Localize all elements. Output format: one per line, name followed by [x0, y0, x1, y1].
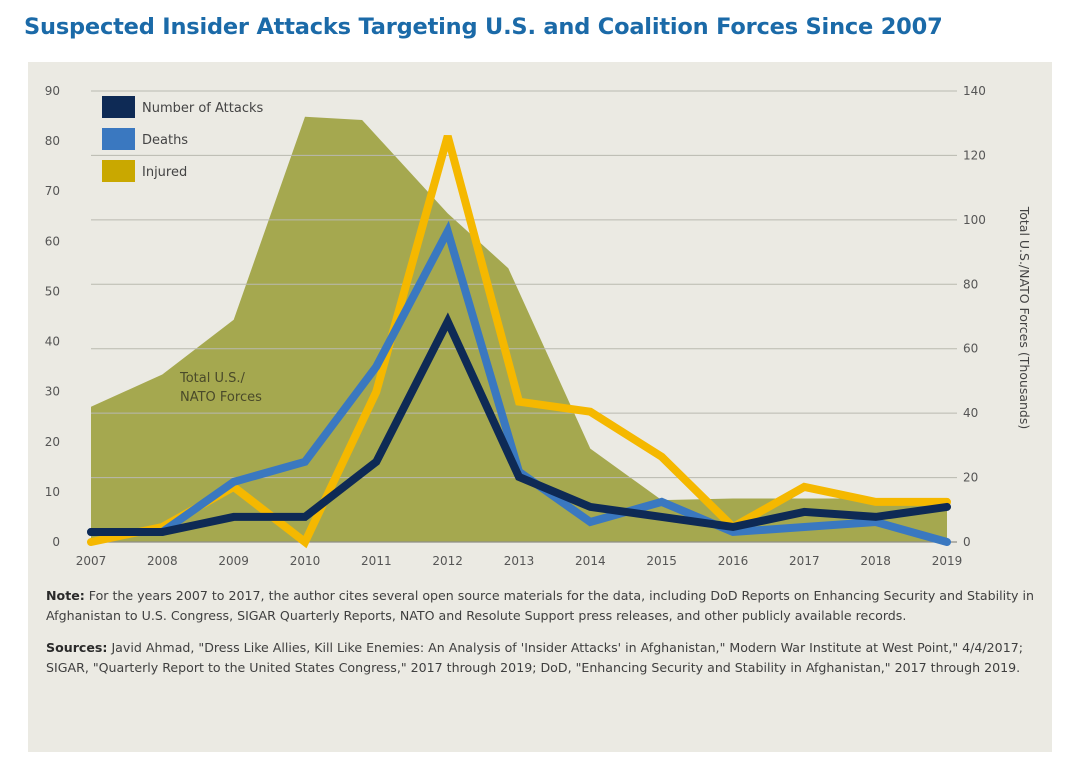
x-tick-label: 2009 [218, 554, 249, 568]
y2-tick-label: 80 [963, 277, 978, 291]
y2-tick-label: 100 [963, 213, 986, 227]
x-tick-label: 2014 [575, 554, 606, 568]
sources-text: Javid Ahmad, "Dress Like Allies, Kill Li… [46, 640, 1023, 675]
area-label-line: Total U.S./ [179, 371, 246, 386]
note-label: Note: [46, 588, 85, 603]
area-label-line: NATO Forces [180, 390, 262, 405]
chart-title: Suspected Insider Attacks Targeting U.S.… [24, 14, 943, 40]
note-paragraph: Note: For the years 2007 to 2017, the au… [46, 586, 1036, 626]
y-tick-label: 10 [45, 485, 60, 499]
x-tick-label: 2008 [147, 554, 178, 568]
legend-swatch [102, 96, 135, 118]
y-tick-label: 40 [45, 335, 60, 349]
legend-swatch [102, 160, 135, 182]
legend-label: Number of Attacks [142, 101, 264, 116]
y-tick-label: 30 [45, 385, 60, 399]
x-tick-label: 2010 [290, 554, 321, 568]
y2-tick-label: 40 [963, 406, 978, 420]
area-label: Total U.S./ NATO Forces [179, 371, 262, 405]
x-tick-label: 2019 [932, 554, 963, 568]
x-tick-label: 2016 [718, 554, 749, 568]
y2-tick-label: 60 [963, 342, 978, 356]
y2-tick-label: 120 [963, 148, 986, 162]
x-tick-label: 2011 [361, 554, 392, 568]
y2-tick-label: 0 [963, 535, 971, 549]
y2-tick-label: 20 [963, 471, 978, 485]
notes-block: Note: For the years 2007 to 2017, the au… [46, 586, 1036, 690]
x-tick-label: 2007 [76, 554, 107, 568]
x-tick-label: 2017 [789, 554, 820, 568]
y-tick-label: 80 [45, 134, 60, 148]
legend-swatch [102, 128, 135, 150]
y-tick-label: 0 [52, 535, 60, 549]
legend-label: Injured [142, 165, 187, 180]
series-line-injured [87, 135, 951, 549]
note-text: For the years 2007 to 2017, the author c… [46, 588, 1034, 623]
series-line-number-of-attacks [87, 312, 951, 536]
y-tick-label: 70 [45, 184, 60, 198]
chart-svg: Total U.S./ NATO Forces 0 10 20 30 40 50 60 70 80… [45, 84, 1032, 568]
x-tick-label: 2018 [860, 554, 891, 568]
x-tick-label: 2013 [504, 554, 535, 568]
x-tick-label: 2015 [646, 554, 677, 568]
area-total-forces [91, 116, 947, 543]
chart-panel: Total U.S./ NATO Forces 0 10 20 30 40 50 60 70 80… [28, 62, 1052, 752]
legend-label: Deaths [142, 133, 188, 148]
y2-axis-label: Total U.S./NATO Forces (Thousands) [1017, 206, 1032, 430]
sources-paragraph: Sources: Javid Ahmad, "Dress Like Allies… [46, 638, 1036, 678]
x-tick-label: 2012 [432, 554, 463, 568]
y-tick-label: 60 [45, 234, 60, 248]
y2-tick-label: 140 [963, 84, 986, 98]
y-tick-label: 50 [45, 284, 60, 298]
sources-label: Sources: [46, 640, 108, 655]
y-tick-label: 90 [45, 84, 60, 98]
y-tick-label: 20 [45, 435, 60, 449]
